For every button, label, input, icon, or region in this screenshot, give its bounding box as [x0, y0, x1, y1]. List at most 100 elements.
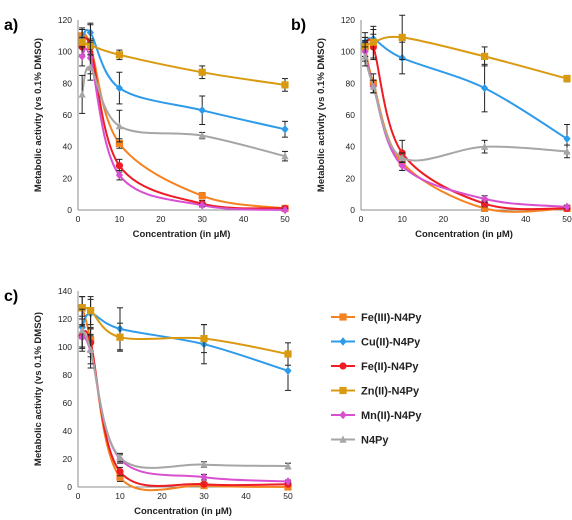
y-tick-label: 140	[58, 286, 72, 296]
legend-label: Fe(III)-N4Py	[361, 312, 422, 324]
x-tick-label: 10	[115, 214, 125, 224]
data-point	[78, 52, 86, 61]
data-point	[115, 122, 123, 130]
data-point	[115, 139, 123, 148]
x-tick-label: 20	[439, 214, 449, 224]
series-line	[81, 312, 289, 372]
x-tick-label: 0	[76, 214, 81, 224]
data-point	[116, 333, 124, 341]
legend-marker	[339, 313, 347, 321]
series-line	[81, 29, 286, 131]
y-tick-label: 0	[350, 205, 355, 215]
x-tick-label: 0	[359, 214, 364, 224]
data-point	[284, 477, 292, 486]
data-point	[481, 204, 489, 213]
data-point	[200, 460, 208, 468]
data-point	[115, 170, 123, 180]
legend-marker	[339, 435, 347, 443]
legend-label: Zn(II)-N4Py	[361, 386, 420, 398]
legend-label: Cu(II)-N4Py	[361, 337, 421, 349]
data-point	[481, 194, 489, 204]
series-line	[81, 41, 286, 86]
data-point	[200, 480, 208, 488]
legend-item: N4Py	[331, 435, 389, 447]
series-line	[364, 37, 568, 140]
y-tick-label: 120	[58, 15, 72, 25]
series-line	[81, 306, 289, 355]
legend-label: N4Py	[361, 435, 389, 447]
data-point	[198, 106, 206, 115]
x-axis-title: Concentration (in µM)	[134, 506, 232, 517]
data-point	[87, 307, 95, 315]
data-point	[284, 462, 292, 470]
x-tick-label: 0	[76, 491, 81, 501]
data-point	[281, 81, 289, 89]
y-tick-label: 60	[346, 110, 356, 120]
data-point	[398, 153, 406, 161]
data-point	[284, 366, 292, 375]
data-point	[198, 131, 206, 139]
legend-item: Fe(II)-N4Py	[331, 361, 419, 373]
y-tick-label: 40	[63, 142, 73, 152]
panel-label: a)	[4, 17, 18, 34]
legend-marker	[339, 410, 347, 420]
y-tick-label: 100	[58, 47, 72, 57]
legend-label: Fe(II)-N4Py	[361, 361, 419, 373]
y-tick-label: 100	[341, 47, 355, 57]
series-line	[364, 35, 568, 80]
data-point	[369, 82, 377, 90]
legend: Fe(III)-N4Py Cu(II)-N4Py Fe(II)-N4Py Zn(II)…	[331, 312, 422, 447]
panel-label: c)	[4, 288, 18, 305]
data-point	[281, 205, 289, 215]
y-tick-label: 120	[58, 314, 72, 324]
x-tick-label: 20	[156, 214, 166, 224]
x-tick-label: 50	[280, 214, 290, 224]
y-tick-label: 120	[341, 15, 355, 25]
chart-panel-2: b) 0 20 40 60 80 100 120 0 10 20 30 40 50 Concentratio…	[291, 14, 572, 240]
data-point	[87, 345, 95, 353]
x-tick-label: 30	[197, 214, 207, 224]
series-n4py	[361, 46, 571, 163]
data-point	[78, 304, 86, 312]
data-point	[198, 192, 206, 200]
series-fe-iii-n4py	[361, 36, 571, 213]
data-point	[78, 326, 86, 334]
y-tick-label: 40	[63, 426, 73, 436]
x-tick-label: 10	[397, 214, 407, 224]
data-point	[563, 74, 571, 83]
x-tick-label: 40	[239, 214, 249, 224]
y-axis-title: Metabolic activity (vs 0.1% DMSO)	[316, 38, 327, 192]
x-axis-title: Concentration (in µM)	[133, 229, 231, 240]
series-n4py	[78, 54, 289, 162]
data-point	[86, 63, 95, 71]
series-mn-ii-n4py	[361, 41, 571, 212]
series-mn-ii-n4py	[78, 41, 289, 215]
series-cu-ii-n4py	[78, 298, 292, 391]
y-tick-label: 80	[63, 370, 73, 380]
legend-marker	[339, 386, 347, 395]
data-point	[563, 202, 571, 212]
data-point	[481, 83, 489, 93]
data-point	[198, 68, 206, 76]
series-fe-ii-n4py	[361, 33, 571, 213]
data-point	[200, 473, 208, 482]
legend-item: Fe(III)-N4Py	[331, 312, 422, 324]
y-tick-label: 40	[346, 142, 356, 152]
y-axis-title: Metabolic activity (vs 0.1% DMSO)	[33, 312, 44, 466]
data-point	[369, 38, 377, 46]
data-point	[563, 134, 571, 143]
legend-item: Mn(II)-N4Py	[331, 410, 422, 422]
series-line	[364, 56, 568, 162]
series-zn-ii-n4py	[361, 14, 571, 83]
y-tick-label: 0	[67, 205, 72, 215]
data-point	[198, 201, 206, 210]
data-point	[200, 335, 208, 343]
chart-panel-3: c) 0 20 40 60 80 100 120 140 0 10 20 30 40 50 Concentra…	[4, 286, 293, 517]
series-line	[81, 329, 289, 469]
legend-label: Mn(II)-N4Py	[361, 410, 422, 422]
data-point	[481, 142, 489, 150]
series-zn-ii-n4py	[78, 22, 289, 92]
series-zn-ii-n4py	[78, 296, 292, 366]
